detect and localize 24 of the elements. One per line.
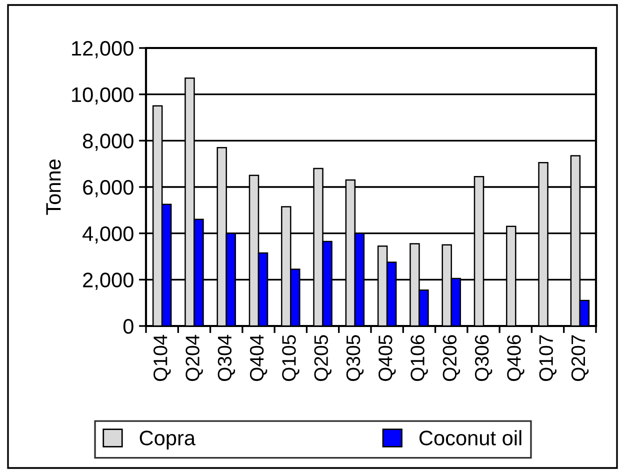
- x-tick-label: Q305: [346, 335, 364, 381]
- y-tick-label: 6,000: [83, 180, 134, 198]
- x-tick-label: Q306: [474, 335, 492, 381]
- x-tick-label: Q304: [218, 334, 236, 381]
- x-tick-label: Q206: [442, 335, 460, 381]
- x-tick-label: Q104: [154, 334, 171, 381]
- y-axis-title: Tonne: [46, 160, 61, 215]
- x-tick-label: Q207: [571, 335, 589, 381]
- x-tick-label: Q106: [410, 335, 428, 381]
- x-tick-label: Q406: [507, 335, 524, 381]
- y-tick-label: 10,000: [72, 87, 134, 105]
- x-tick-label: Q105: [282, 335, 300, 381]
- legend-label: Copra: [140, 430, 196, 450]
- y-tick-label: 12,000: [72, 41, 134, 58]
- y-tick-label: 4,000: [82, 226, 134, 244]
- legend-label: Coconut oil: [419, 430, 522, 446]
- y-tick-label: 8,000: [82, 134, 134, 151]
- y-tick-label: 0: [123, 319, 134, 334]
- x-tick-label: Q404: [250, 334, 268, 381]
- x-tick-label: Q205: [314, 335, 332, 381]
- y-tick-label: 2,000: [83, 272, 134, 290]
- x-tick-label: Q204: [186, 334, 203, 381]
- x-tick-label: Q107: [539, 335, 556, 381]
- x-tick-label: Q405: [378, 335, 396, 381]
